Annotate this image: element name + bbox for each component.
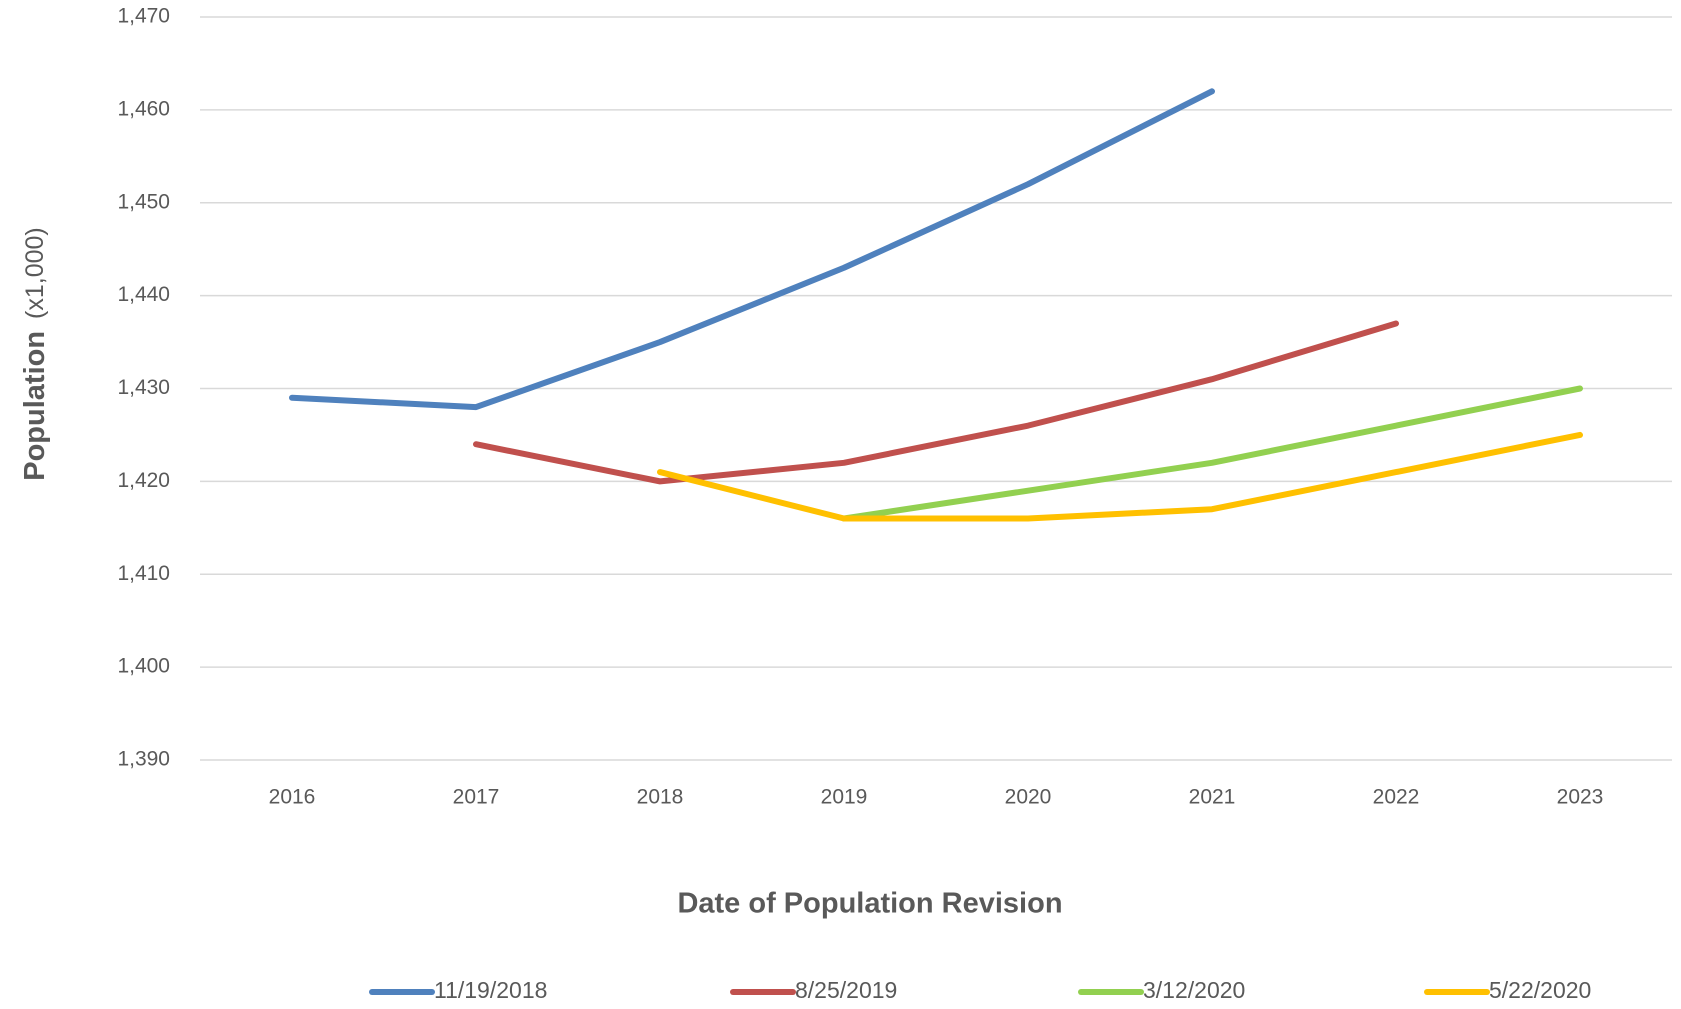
y-tick-label: 1,470 <box>117 5 170 28</box>
y-tick-label: 1,430 <box>117 376 170 399</box>
x-tick-label: 2022 <box>1373 786 1420 809</box>
x-tick-label: 2016 <box>269 786 316 809</box>
series-line <box>841 385 1583 522</box>
x-tick-label: 2021 <box>1189 786 1236 809</box>
y-tick-label: 1,440 <box>117 283 170 306</box>
y-tick-label: 1,390 <box>117 748 170 771</box>
x-tick-label: 2023 <box>1557 786 1604 809</box>
y-tick-label: 1,410 <box>117 562 170 585</box>
y-tick-label: 1,460 <box>117 97 170 120</box>
y-axis-title: Population (x1,000) <box>19 227 51 481</box>
legend-label: 3/12/2020 <box>1143 977 1245 1003</box>
legend-label: 5/22/2020 <box>1489 977 1591 1003</box>
x-tick-label: 2019 <box>821 786 868 809</box>
x-tick-label: 2020 <box>1005 786 1052 809</box>
x-tick-label: 2018 <box>637 786 684 809</box>
y-tick-label: 1,400 <box>117 655 170 678</box>
series-line <box>473 320 1399 485</box>
y-tick-label: 1,420 <box>117 469 170 492</box>
legend-label: 8/25/2019 <box>795 977 897 1003</box>
y-axis-title-main: Population <box>19 331 51 481</box>
series-line <box>289 88 1215 411</box>
y-axis-title-group: Population (x1,000) <box>19 227 51 481</box>
x-tick-label: 2017 <box>453 786 500 809</box>
x-axis-title: Date of Population Revision <box>677 888 1062 920</box>
y-axis-title-unit: (x1,000) <box>21 227 49 319</box>
legend-label: 11/19/2018 <box>434 977 547 1003</box>
series-line <box>657 431 1583 522</box>
y-tick-label: 1,450 <box>117 190 170 213</box>
